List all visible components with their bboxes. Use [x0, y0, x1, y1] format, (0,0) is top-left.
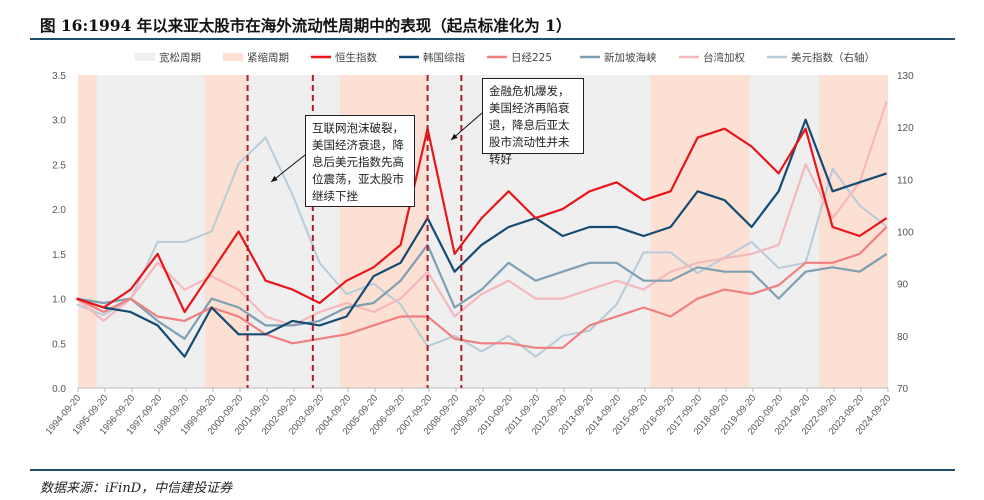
legend-swatch: [223, 53, 243, 61]
y-right-tick-label: 110: [897, 175, 913, 186]
y-left-tick-label: 3.5: [52, 71, 66, 82]
figure-title: 图 16:1994 年以来亚太股市在海外流动性周期中的表现（起点标准化为 1）: [40, 16, 572, 35]
title-rule: [30, 38, 955, 40]
series-line-3: [76, 243, 888, 340]
y-left-tick-label: 1.0: [52, 295, 66, 306]
source-note: 数据来源：iFinD，中信建投证券: [40, 481, 233, 496]
legend-label: 紧缩周期: [247, 51, 289, 64]
annotation-dotcom: 互联网泡沫破裂，美国经济衰退，降息后美元指数先高位震荡，亚太股市继续下挫: [305, 115, 415, 207]
y-left-tick-label: 0.5: [52, 339, 66, 350]
legend-label: 韩国综指: [423, 51, 465, 64]
legend-label: 美元指数（右轴）: [791, 51, 875, 64]
series-line-0: [76, 127, 888, 314]
y-left-tick-label: 3.0: [52, 116, 66, 127]
series-line-1: [76, 118, 887, 358]
y-left-tick-label: 1.5: [52, 250, 66, 261]
y-right-tick-label: 80: [897, 332, 909, 343]
y-right-tick-label: 120: [897, 123, 914, 134]
y-right-tick-label: 130: [897, 71, 914, 82]
y-right-tick-label: 100: [897, 228, 914, 239]
legend-label: 新加坡海峡: [604, 51, 657, 64]
legend-swatch: [135, 53, 155, 61]
annotation-arrow: [450, 112, 483, 141]
annotation-arrowhead: [271, 175, 278, 182]
y-left-tick-label: 0.0: [52, 384, 66, 395]
tightening-period: [650, 75, 750, 388]
legend-label: 宽松周期: [159, 51, 201, 64]
series-line-5: [76, 136, 888, 358]
source-rule: [30, 469, 955, 471]
y-left-tick-label: 2.0: [52, 205, 66, 216]
annotation-arrow: [270, 154, 306, 183]
tightening-period: [819, 75, 888, 388]
annotation-arrowhead: [451, 133, 458, 140]
legend-label: 台湾加权: [703, 51, 745, 64]
y-right-tick-label: 90: [897, 280, 909, 291]
annotation-financial-crisis: 金融危机爆发，美国经济再陷衰退，降息后亚太股市流动性并未转好: [482, 78, 584, 166]
y-left-tick-label: 2.5: [52, 160, 66, 171]
y-right-tick-label: 70: [897, 384, 909, 395]
tightening-period: [78, 75, 97, 388]
legend-label: 日经225: [511, 51, 552, 64]
legend-label: 恒生指数: [335, 51, 377, 64]
series-line-4: [75, 101, 888, 327]
